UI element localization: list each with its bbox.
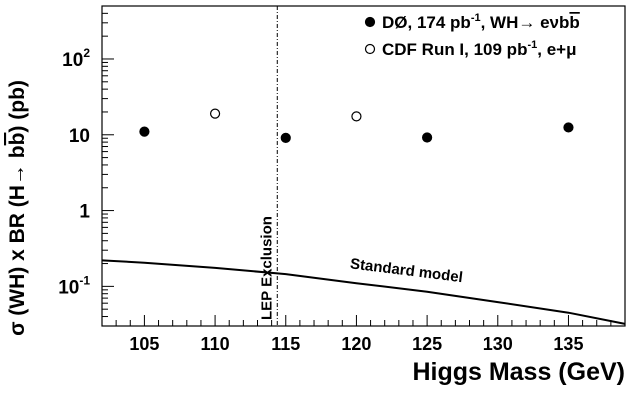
x-tick-label: 110 <box>201 334 230 354</box>
lep-exclusion-label: LEP Exclusion <box>258 216 275 320</box>
legend-text: , e+μ <box>537 40 576 59</box>
y-tick-exponent: -1 <box>79 273 90 287</box>
y-tick-exponent: 2 <box>83 46 90 60</box>
x-tick-label: 135 <box>553 334 583 354</box>
y-title-part: b <box>6 145 29 164</box>
y-tick-label: 1 <box>79 202 90 223</box>
y-tick-label: 10-1 <box>58 273 90 298</box>
y-tick-base: 10 <box>69 126 90 147</box>
y-title-bbar: b <box>6 133 29 146</box>
y-title-part: ) (pb) <box>6 80 29 132</box>
y-tick-base: 10 <box>58 277 79 298</box>
legend-bbar: b <box>569 13 579 32</box>
d0-data-point <box>139 126 150 137</box>
x-tick-label: 120 <box>341 334 371 354</box>
plot-frame <box>101 5 626 327</box>
legend-entry-cdf: CDF Run I, 109 pb-1, e+μ <box>382 39 576 59</box>
legend-superscript: -1 <box>527 39 537 51</box>
y-title-part: σ (WH) x BR (H <box>6 185 29 336</box>
legend-text: , WH <box>481 13 519 32</box>
legend-text: b <box>559 13 569 32</box>
legend-marker-d0 <box>364 16 376 28</box>
x-axis-title: Higgs Mass (GeV) <box>412 358 625 386</box>
y-tick-label: 102 <box>62 46 90 71</box>
x-tick-label: 125 <box>412 334 442 354</box>
y-title-arrow: → <box>6 164 29 185</box>
y-tick-base: 10 <box>62 50 83 71</box>
x-tick-label: 130 <box>483 334 513 354</box>
cdf-data-point <box>209 108 221 119</box>
d0-data-point <box>563 122 574 133</box>
legend-text: eν <box>535 13 559 32</box>
legend-marker-cdf <box>364 43 376 55</box>
y-tick-label: 10 <box>69 126 90 147</box>
cdf-data-point <box>351 111 362 122</box>
x-tick-label: 115 <box>271 334 300 354</box>
y-axis-title: σ (WH) x BR (H→ bb) (pb) <box>6 80 29 336</box>
standard-model-curve <box>101 259 626 325</box>
legend-text: CDF Run I, 109 pb <box>382 40 527 59</box>
d0-data-point <box>280 132 291 143</box>
standard-model-label: Standard model <box>349 255 464 286</box>
x-tick-label: 105 <box>129 334 159 354</box>
d0-data-point <box>422 132 433 143</box>
legend-superscript: -1 <box>471 12 481 24</box>
legend-text: DØ, 174 pb <box>382 13 471 32</box>
y-tick-base: 1 <box>79 202 90 223</box>
legend-arrow: → <box>518 13 535 32</box>
legend-entry-d0: DØ, 174 pb-1, WH→ eνbb <box>382 12 580 32</box>
